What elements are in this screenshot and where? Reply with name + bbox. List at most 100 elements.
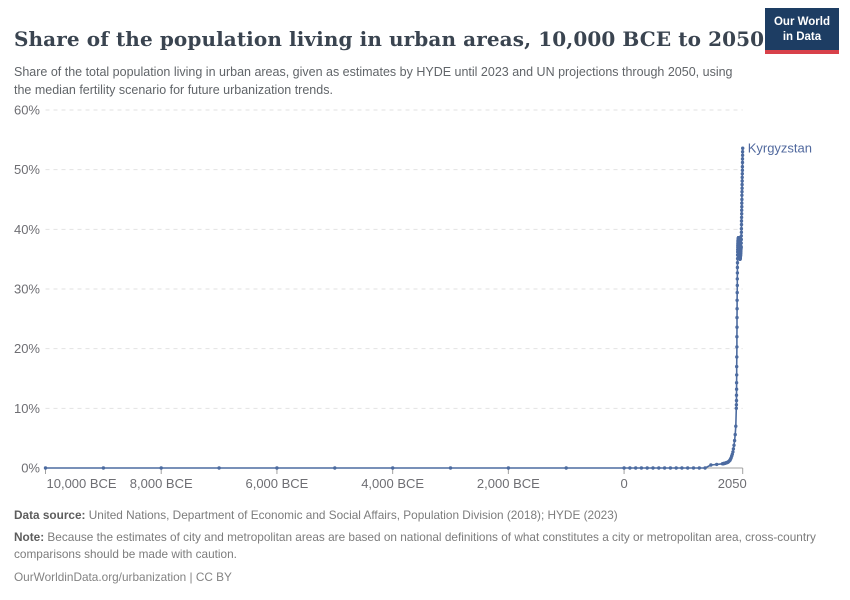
data-point-marker[interactable] xyxy=(739,244,743,249)
data-point-marker[interactable] xyxy=(740,179,744,183)
data-point-marker[interactable] xyxy=(740,160,745,165)
data-point-marker[interactable] xyxy=(740,150,745,154)
data-point-marker[interactable] xyxy=(662,466,667,470)
data-point-marker[interactable] xyxy=(740,157,745,161)
data-point-marker[interactable] xyxy=(740,175,744,180)
data-point-marker[interactable] xyxy=(735,298,739,302)
y-axis-tick-label: 50% xyxy=(14,162,40,177)
data-point-marker[interactable] xyxy=(734,424,738,428)
data-point-marker[interactable] xyxy=(275,466,279,470)
owid-logo[interactable]: Our World in Data xyxy=(764,8,839,54)
data-point-marker[interactable] xyxy=(734,381,739,385)
data-point-marker[interactable] xyxy=(657,466,661,470)
data-point-marker[interactable] xyxy=(739,227,744,231)
data-point-marker[interactable] xyxy=(43,466,48,470)
data-point-marker[interactable] xyxy=(628,466,632,470)
data-point-marker[interactable] xyxy=(734,406,738,410)
data-point-marker[interactable] xyxy=(735,307,739,311)
footer-url[interactable]: OurWorldinData.org/urbanization | CC BY xyxy=(14,570,232,585)
data-point-marker[interactable] xyxy=(101,466,106,470)
data-point-marker[interactable] xyxy=(739,230,744,234)
data-point-marker[interactable] xyxy=(739,237,743,242)
data-point-marker[interactable] xyxy=(639,466,644,470)
data-point-marker[interactable] xyxy=(735,325,739,329)
data-point-marker[interactable] xyxy=(217,466,221,470)
data-point-marker[interactable] xyxy=(734,403,739,407)
data-point-marker[interactable] xyxy=(739,222,744,227)
data-point-marker[interactable] xyxy=(740,208,744,212)
data-point-marker[interactable] xyxy=(506,466,511,470)
data-point-marker[interactable] xyxy=(740,190,744,194)
data-point-marker[interactable] xyxy=(740,201,744,205)
data-point-marker[interactable] xyxy=(740,165,745,169)
data-point-marker[interactable] xyxy=(731,447,736,451)
data-point-marker[interactable] xyxy=(732,438,737,443)
data-point-marker[interactable] xyxy=(735,290,739,295)
data-point-marker[interactable] xyxy=(715,462,719,467)
data-point-marker[interactable] xyxy=(735,315,739,320)
data-point-marker[interactable] xyxy=(448,466,453,470)
data-point-marker[interactable] xyxy=(732,443,736,447)
data-point-marker[interactable] xyxy=(680,466,684,470)
data-point-marker[interactable] xyxy=(734,387,739,391)
data-point-marker[interactable] xyxy=(740,197,744,202)
data-point-marker[interactable] xyxy=(739,219,744,223)
data-point-marker[interactable] xyxy=(159,466,163,470)
y-axis-tick-label: 40% xyxy=(14,222,40,237)
data-point-marker[interactable] xyxy=(740,182,744,187)
data-point-marker[interactable] xyxy=(735,277,739,281)
data-point-marker[interactable] xyxy=(634,466,638,470)
note-line: Note: Because the estimates of city and … xyxy=(14,529,836,563)
x-axis-tick-label: 4,000 BCE xyxy=(361,476,424,491)
data-point-marker[interactable] xyxy=(391,466,395,470)
chart-subtitle: Share of the total population living in … xyxy=(14,64,733,98)
data-point-marker[interactable] xyxy=(740,186,744,190)
data-point-marker[interactable] xyxy=(333,466,337,470)
data-point-marker[interactable] xyxy=(735,335,739,339)
data-point-marker[interactable] xyxy=(735,265,740,270)
data-point-marker[interactable] xyxy=(645,466,649,470)
y-axis-tick-label: 30% xyxy=(14,282,40,297)
entity-label[interactable]: Kyrgyzstan xyxy=(748,141,812,156)
data-point-marker[interactable] xyxy=(651,466,655,470)
data-point-marker[interactable] xyxy=(735,271,740,275)
data-point-marker[interactable] xyxy=(740,193,744,197)
x-axis-tick-label: 0 xyxy=(620,476,627,491)
data-point-marker[interactable] xyxy=(740,153,745,157)
data-point-marker[interactable] xyxy=(740,168,745,172)
data-point-marker[interactable] xyxy=(668,466,673,470)
data-point-marker[interactable] xyxy=(740,172,744,176)
data-point-marker[interactable] xyxy=(622,466,626,470)
data-point-marker[interactable] xyxy=(674,466,678,470)
data-point-marker[interactable] xyxy=(735,355,739,359)
data-point-marker[interactable] xyxy=(735,283,739,288)
data-point-marker[interactable] xyxy=(739,234,743,238)
data-point-marker[interactable] xyxy=(733,432,737,437)
data-source-line: Data source: United Nations, Department … xyxy=(14,507,836,524)
data-point-marker[interactable] xyxy=(731,450,735,454)
data-point-marker[interactable] xyxy=(734,398,739,403)
data-point-marker[interactable] xyxy=(709,463,713,467)
x-axis-tick-label: 10,000 BCE xyxy=(47,476,117,491)
data-point-marker[interactable] xyxy=(735,261,740,265)
data-point-marker[interactable] xyxy=(691,466,696,470)
data-point-marker[interactable] xyxy=(735,364,739,369)
y-axis-tick-label: 20% xyxy=(14,341,40,356)
data-point-marker[interactable] xyxy=(703,466,707,470)
data-point-marker[interactable] xyxy=(686,466,690,470)
data-point-marker[interactable] xyxy=(697,466,701,470)
data-point-marker[interactable] xyxy=(564,466,568,470)
data-point-marker[interactable] xyxy=(740,212,744,216)
page-title: Share of the population living in urban … xyxy=(14,27,765,52)
data-point-marker[interactable] xyxy=(735,373,739,377)
series-line[interactable] xyxy=(44,147,744,469)
data-point-marker[interactable] xyxy=(740,205,744,209)
data-point-marker[interactable] xyxy=(739,215,744,220)
chart-footer: Data source: United Nations, Department … xyxy=(14,507,836,591)
data-point-marker[interactable] xyxy=(739,241,743,245)
data-point-marker[interactable] xyxy=(735,345,739,349)
x-axis-tick-label: 8,000 BCE xyxy=(130,476,193,491)
data-point-marker[interactable] xyxy=(734,393,739,397)
data-point-marker[interactable] xyxy=(741,146,745,150)
